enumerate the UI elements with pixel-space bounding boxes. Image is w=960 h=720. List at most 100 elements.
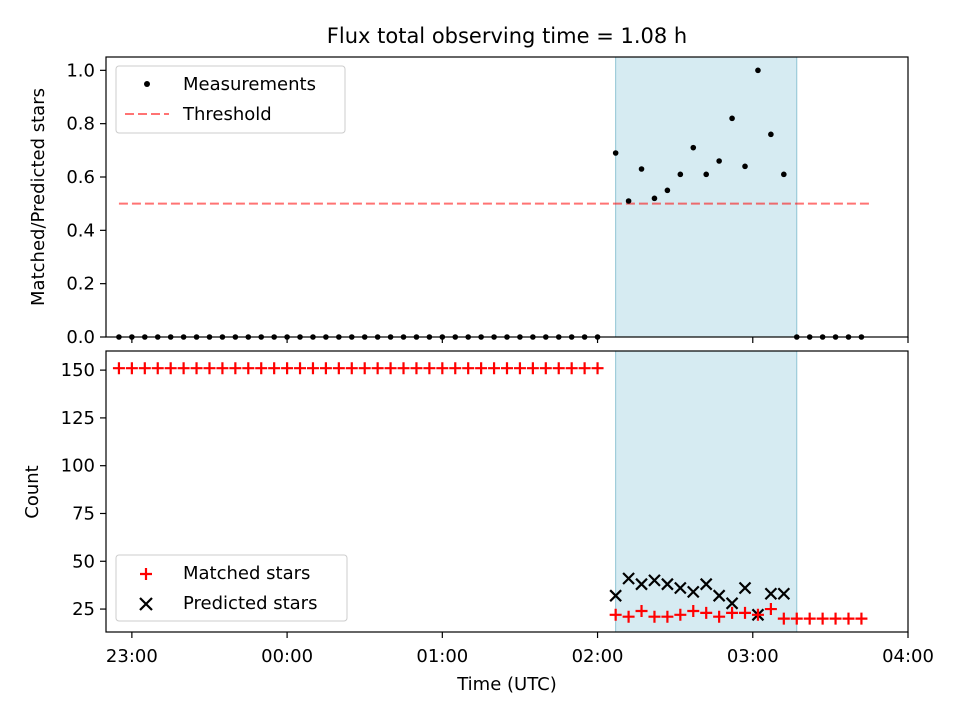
- matched-star-point: [384, 362, 397, 375]
- measurements-legend-marker: [144, 81, 150, 87]
- bottom-axes-frame: [105, 350, 909, 633]
- matched-star-point: [151, 362, 164, 375]
- matched-star-point: [294, 362, 307, 375]
- matched-star-point: [539, 362, 552, 375]
- matched-star-point: [164, 362, 177, 375]
- matched-star-point: [790, 612, 803, 625]
- measurement-point: [742, 163, 748, 170]
- matched-star-point: [622, 610, 635, 623]
- y-tick-label: 0.6: [66, 167, 95, 188]
- measurement-point: [729, 115, 735, 122]
- matched-star-point: [764, 603, 777, 616]
- matched-star-point: [242, 362, 255, 375]
- matched-star-point: [648, 610, 661, 623]
- x-tick-label: 23:00: [106, 646, 158, 667]
- matched-star-point: [751, 608, 764, 621]
- predicted-star-point: [622, 572, 635, 585]
- matched-star-point: [501, 362, 513, 375]
- predicted-star-point: [777, 587, 791, 601]
- ratio-panel: 0.0 0.2 0.4 0.6 0.8 1.0 Matched/Predicted sta…: [28, 56, 909, 348]
- predicted-star-point: [661, 577, 674, 591]
- predicted-star-point: [764, 587, 778, 601]
- predicted-star-point: [712, 589, 726, 602]
- measurement-point: [612, 150, 619, 156]
- matched-star-point: [803, 612, 816, 625]
- y-tick-label: 1.0: [66, 60, 95, 81]
- top-y-axis-label: Matched/Predicted stars: [28, 88, 49, 306]
- bottom-y-axis-label: Count: [22, 465, 43, 518]
- matched-star-point: [306, 362, 319, 375]
- bottom-legend: Matched stars Predicted stars: [115, 554, 348, 622]
- matched-star-point: [674, 608, 687, 621]
- bottom-y-ticks: 25 50 75 100 125 150: [61, 360, 106, 620]
- top-axes-frame: [105, 56, 909, 338]
- matched-star-point: [410, 362, 423, 375]
- matched-star-point: [513, 362, 526, 375]
- matched-star-point: [488, 362, 501, 375]
- matched-star-point: [281, 362, 294, 375]
- matched-star-point: [842, 612, 855, 625]
- matched-star-point: [216, 362, 229, 375]
- x-tick-label: 03:00: [727, 646, 779, 667]
- top-legend-box: [115, 65, 346, 134]
- predicted-legend-label: Predicted stars: [183, 593, 317, 614]
- matched-star-point: [229, 362, 242, 375]
- matched-star-point: [268, 362, 281, 375]
- matched-star-point: [332, 362, 345, 375]
- measurements-legend-label: Measurements: [183, 74, 316, 95]
- measurement-point: [664, 187, 671, 194]
- matched-star-point: [255, 362, 268, 375]
- matched-star-point: [358, 362, 371, 375]
- matched-star-point: [371, 362, 384, 375]
- threshold-legend-label: Threshold: [182, 104, 272, 125]
- matched-star-point: [436, 362, 449, 375]
- matched-star-point: [726, 606, 739, 619]
- predicted-star-point: [648, 574, 661, 587]
- matched-star-point: [475, 362, 488, 375]
- matched-star-point: [125, 362, 138, 375]
- predicted-star-point: [699, 577, 713, 591]
- predicted-star-point: [738, 581, 752, 595]
- measurement-point: [651, 195, 658, 202]
- observing-window-highlight-bottom: [615, 350, 798, 633]
- count-panel: 25 50 75 100 125 150 23:00 00:00 01:00 02:00 03:0…: [22, 350, 934, 695]
- matched-star-point: [635, 604, 648, 617]
- y-tick-label: 0.0: [66, 327, 95, 348]
- predicted-star-point: [635, 577, 648, 591]
- y-tick-label: 0.2: [66, 274, 95, 295]
- matched-star-point: [739, 606, 752, 619]
- matched-star-point: [423, 362, 436, 375]
- y-tick-label: 25: [72, 599, 95, 620]
- x-tick-label: 04:00: [882, 646, 934, 667]
- predicted-star-point: [725, 597, 739, 610]
- matched-star-point: [687, 604, 700, 617]
- predicted-star-point: [674, 581, 687, 595]
- matched-star-point: [661, 610, 674, 623]
- predicted-star-point: [686, 585, 700, 599]
- matched-star-point: [177, 362, 190, 375]
- x-axis-label: Time (UTC): [456, 674, 557, 695]
- measurement-point: [677, 171, 684, 178]
- matched-star-point: [190, 362, 203, 375]
- matched-star-point: [345, 362, 358, 375]
- y-tick-label: 150: [61, 360, 95, 381]
- predicted-legend-marker: [139, 597, 153, 611]
- measurement-point: [625, 198, 632, 204]
- matched-star-point: [609, 608, 622, 621]
- matched-star-point: [855, 612, 868, 625]
- measurement-point: [755, 67, 761, 74]
- matched-star-point: [777, 612, 790, 625]
- top-legend: Measurements Threshold: [115, 65, 346, 134]
- matched-star-point: [462, 362, 475, 375]
- x-tick-label: 01:00: [416, 646, 468, 667]
- measurement-point: [716, 158, 722, 164]
- matched-star-point: [829, 612, 842, 625]
- top-x-ticks: [131, 337, 909, 343]
- matched-star-point: [565, 362, 578, 375]
- measurement-point: [781, 171, 787, 178]
- matched-star-point: [713, 610, 726, 623]
- matched-star-point: [112, 362, 125, 375]
- top-y-ticks: 0.0 0.2 0.4 0.6 0.8 1.0: [66, 60, 106, 348]
- y-tick-label: 75: [72, 503, 95, 524]
